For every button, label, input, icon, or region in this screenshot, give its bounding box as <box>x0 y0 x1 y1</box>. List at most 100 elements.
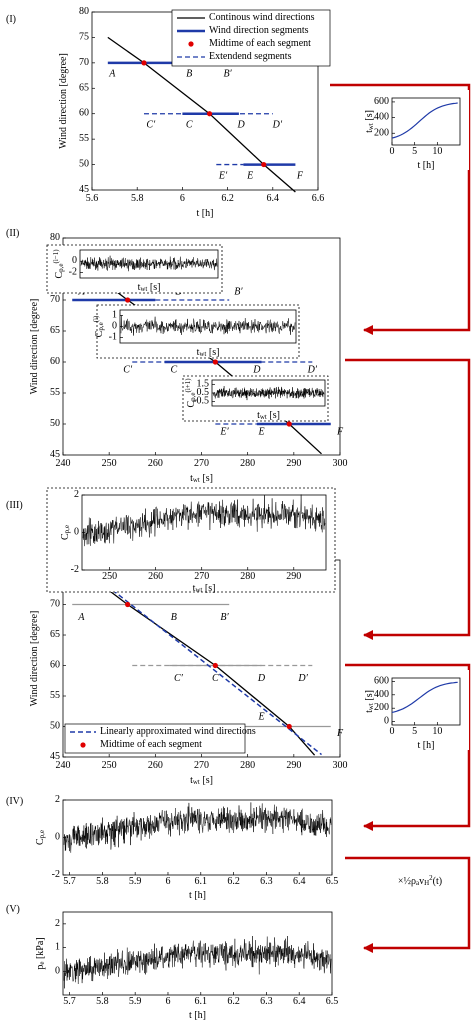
segment-label: C <box>212 673 219 684</box>
signal-trace <box>120 315 296 336</box>
legend-box <box>171 9 331 67</box>
x-tick-label: 5 <box>412 146 417 157</box>
y-tick-label: 0 <box>55 966 60 977</box>
y-tick-label: 65 <box>50 325 60 336</box>
y-tick-label: -2 <box>71 564 79 575</box>
segment-label: D <box>257 673 266 684</box>
x-tick-label: 6.3 <box>260 876 273 887</box>
y-axis-label: Cp,e <box>35 830 46 845</box>
x-tick-label: 6.4 <box>267 193 280 204</box>
panel-label: (II) <box>6 228 19 239</box>
y-tick-label: 0 <box>55 832 60 843</box>
segment-label: B′ <box>220 612 229 623</box>
x-tick-label: 290 <box>286 571 301 582</box>
segment-label: C <box>186 120 193 131</box>
x-tick-label: 260 <box>148 458 163 469</box>
x-tick-label: 10 <box>432 146 442 157</box>
y-tick-label: 70 <box>50 599 60 610</box>
y-tick-label: 2 <box>55 918 60 929</box>
x-axis-label: twt [s] <box>197 347 220 358</box>
x-tick-label: 5.9 <box>129 996 142 1007</box>
x-tick-label: 250 <box>102 760 117 771</box>
y-tick-label: 200 <box>374 128 389 139</box>
x-tick-label: 5.8 <box>96 996 109 1007</box>
legend-swatch <box>188 41 194 47</box>
y-axis-label: Wind direction [degree] <box>29 611 40 707</box>
x-tick-label: 5.7 <box>63 996 76 1007</box>
y-tick-label: 600 <box>374 96 389 107</box>
segment-label: E′ <box>219 427 229 438</box>
y-tick-label: 60 <box>50 660 60 671</box>
segment-label: D′ <box>297 673 308 684</box>
legend-label: Linearly approximated wind directions <box>100 726 256 737</box>
y-axis-label: Cp,e(i+1) <box>184 378 197 408</box>
y-tick-label: 200 <box>374 703 389 714</box>
y-tick-label: 60 <box>79 108 89 119</box>
x-tick-label: 0 <box>390 726 395 737</box>
legend-label: Continous wind directions <box>209 12 315 23</box>
segment-label: C′ <box>174 673 184 684</box>
panel-label: (I) <box>6 14 16 25</box>
segment-label: B <box>171 612 177 623</box>
y-tick-label: 400 <box>374 689 389 700</box>
panel-label: (IV) <box>6 796 23 807</box>
x-axis-label: t [h] <box>418 160 435 171</box>
midtime-marker <box>141 60 147 66</box>
signal-trace <box>80 255 218 272</box>
y-tick-label: 80 <box>79 6 89 17</box>
y-tick-label: 65 <box>50 629 60 640</box>
y-tick-label: 45 <box>50 751 60 762</box>
legend-swatch <box>80 742 86 748</box>
x-tick-label: 240 <box>56 760 71 771</box>
y-tick-label: 45 <box>79 184 89 195</box>
x-tick-label: 250 <box>102 571 117 582</box>
linear-approx <box>99 579 322 756</box>
y-axis-label: Cp,e <box>60 525 71 540</box>
y-tick-label: 0 <box>384 716 389 727</box>
x-tick-label: 270 <box>194 760 209 771</box>
x-tick-label: 6.2 <box>227 996 240 1007</box>
x-axis-label: t [h] <box>197 208 214 219</box>
y-tick-label: 55 <box>50 387 60 398</box>
legend-box <box>64 723 246 754</box>
segment-label: F <box>336 427 344 438</box>
y-tick-label: 50 <box>50 721 60 732</box>
segment-label: D <box>252 365 261 376</box>
y-tick-label: -2 <box>69 267 77 278</box>
y-axis-label: pe [kPa] <box>35 937 46 969</box>
x-tick-label: 6.1 <box>195 876 208 887</box>
x-tick-label: 290 <box>286 458 301 469</box>
y-tick-label: 1 <box>112 310 117 321</box>
y-tick-label: 65 <box>79 83 89 94</box>
midtime-marker <box>125 297 131 303</box>
x-tick-label: 10 <box>432 726 442 737</box>
y-tick-label: -1 <box>109 332 117 343</box>
y-tick-label: 80 <box>50 232 60 243</box>
x-tick-label: 260 <box>148 760 163 771</box>
y-axis-label: Cp,e(i) <box>92 315 105 337</box>
y-tick-label: 70 <box>79 57 89 68</box>
segment-label: A <box>108 69 116 80</box>
x-tick-label: 240 <box>56 458 71 469</box>
signal-trace <box>82 494 326 547</box>
y-tick-label: 0 <box>72 255 77 266</box>
y-tick-label: 400 <box>374 112 389 123</box>
legend-label: Extendend segments <box>209 51 292 62</box>
y-tick-label: 1 <box>55 942 60 953</box>
y-tick-label: 2 <box>55 794 60 805</box>
x-tick-label: 6.4 <box>293 876 306 887</box>
x-tick-label: 6.6 <box>312 193 325 204</box>
signal-trace <box>63 802 332 853</box>
segment-label: F <box>336 728 344 739</box>
curve <box>391 681 458 713</box>
y-tick-label: 0 <box>74 527 79 538</box>
midtime-marker <box>212 359 218 365</box>
y-tick-label: 600 <box>374 676 389 687</box>
x-tick-label: 6 <box>165 876 170 887</box>
y-tick-label: -0.5 <box>193 396 209 407</box>
segment-label: A <box>77 612 85 623</box>
midtime-marker <box>206 111 213 117</box>
